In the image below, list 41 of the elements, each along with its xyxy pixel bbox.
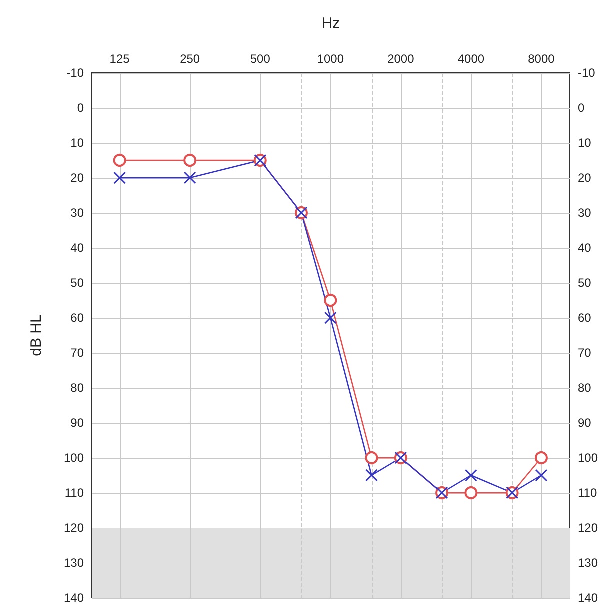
y-tick-label: 30 — [70, 206, 84, 220]
y2-tick-label: 0 — [578, 101, 585, 115]
y-tick-label: 10 — [70, 136, 84, 150]
y-tick-label: 60 — [70, 311, 84, 325]
y-tick-label: -10 — [66, 66, 84, 80]
x-tick-label: 1000 — [317, 52, 344, 66]
x-tick-label: 2000 — [388, 52, 415, 66]
x-axis-title: Hz — [322, 15, 340, 32]
y-tick-label: 80 — [70, 381, 84, 395]
y2-tick-label: 40 — [578, 241, 592, 255]
y2-tick-label: 100 — [578, 451, 598, 465]
y-tick-label: 90 — [70, 416, 84, 430]
y2-tick-label: -10 — [578, 66, 596, 80]
x-tick-label: 250 — [180, 52, 200, 66]
y2-tick-label: 70 — [578, 346, 592, 360]
y-tick-label: 70 — [70, 346, 84, 360]
y2-tick-label: 30 — [578, 206, 592, 220]
y2-tick-label: 20 — [578, 171, 592, 185]
y2-tick-label: 80 — [578, 381, 592, 395]
x-tick-label: 4000 — [458, 52, 485, 66]
y-tick-label: 110 — [64, 486, 84, 500]
y2-tick-label: 110 — [578, 486, 598, 500]
y-tick-label: 140 — [64, 591, 84, 605]
y-tick-label: 40 — [70, 241, 84, 255]
y-axis-title: dB HL — [28, 314, 45, 356]
y2-tick-label: 120 — [578, 521, 598, 535]
x-tick-label: 500 — [250, 52, 271, 66]
x-tick-label: 8000 — [528, 52, 556, 66]
y-tick-label: 50 — [70, 276, 84, 290]
y-tick-label: 100 — [64, 451, 84, 465]
y2-tick-label: 130 — [578, 556, 598, 570]
y-tick-label: 130 — [64, 556, 84, 570]
y2-tick-label: 140 — [578, 591, 598, 605]
x-tick-label: 125 — [110, 52, 130, 66]
y-tick-label: 20 — [70, 171, 84, 185]
y2-tick-label: 10 — [578, 136, 592, 150]
y-tick-label: 0 — [77, 101, 84, 115]
y2-tick-label: 60 — [578, 311, 592, 325]
y2-tick-label: 50 — [578, 276, 592, 290]
y-tick-label: 120 — [64, 521, 84, 535]
y2-tick-label: 90 — [578, 416, 592, 430]
